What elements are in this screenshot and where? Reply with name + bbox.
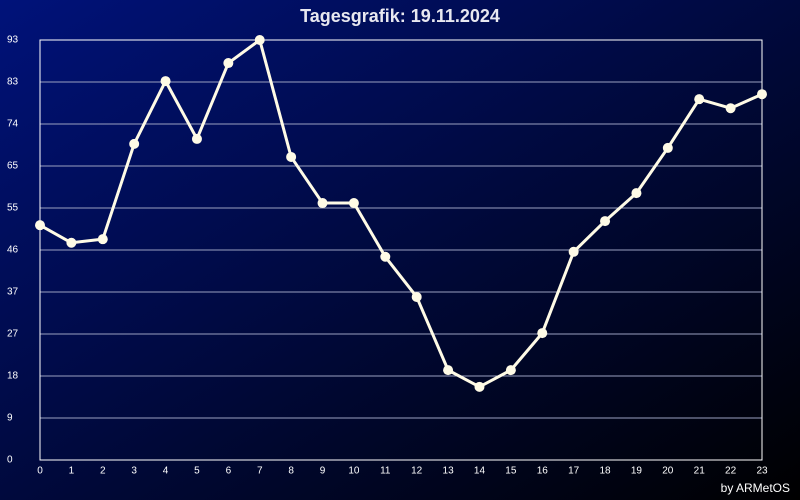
y-tick-label: 46: [7, 245, 19, 256]
point: [348, 198, 359, 209]
y-tick-label: 55: [7, 203, 19, 214]
x-tick-label: 20: [662, 466, 674, 477]
point: [537, 328, 548, 339]
point: [694, 94, 705, 105]
point: [380, 251, 391, 262]
point: [443, 365, 454, 376]
point: [66, 237, 77, 248]
x-tick-label: 5: [194, 466, 200, 477]
line: [39, 38, 763, 389]
y-tick-label: 65: [7, 161, 19, 172]
y-tick-label: 27: [7, 329, 19, 340]
y-tick-label: 0: [7, 455, 13, 466]
point: [223, 58, 234, 69]
y-tick-label: 83: [7, 77, 19, 88]
x-tick-label: 9: [320, 466, 326, 477]
point: [725, 103, 736, 114]
y-tick-label: 18: [7, 371, 19, 382]
x-tick-label: 2: [100, 466, 106, 477]
point: [600, 216, 611, 227]
y-tick-label: 74: [7, 119, 19, 130]
x-tick-label: 10: [348, 466, 360, 477]
point: [35, 220, 45, 231]
chart-title: Tagesgrafik: 19.11.2024: [300, 6, 500, 26]
x-tick-label: 14: [474, 466, 486, 477]
point: [757, 89, 767, 100]
point: [129, 138, 140, 149]
point: [160, 76, 171, 87]
point: [97, 234, 108, 245]
point: [662, 142, 673, 153]
point: [411, 291, 422, 302]
footer: by ARMetOS: [721, 481, 790, 495]
x-tick-label: 8: [288, 466, 294, 477]
x-tick-label: 15: [505, 466, 517, 477]
plot-border: [39, 39, 763, 461]
y-tick-label: 37: [7, 287, 19, 298]
point: [631, 188, 642, 199]
point: [568, 246, 579, 257]
y-tick-label: 9: [7, 413, 13, 424]
x-tick-label: 16: [537, 466, 549, 477]
x-tick-label: 0: [37, 466, 43, 477]
x-tick-label: 23: [756, 466, 768, 477]
x-tick-label: 18: [599, 466, 611, 477]
point: [254, 35, 265, 45]
x-tick-label: 13: [443, 466, 455, 477]
point: [317, 198, 328, 209]
x-tick-label: 22: [725, 466, 737, 477]
x-tick-label: 1: [69, 466, 75, 477]
y-tick-label: 93: [7, 35, 19, 46]
point: [191, 133, 202, 144]
x-tick-label: 19: [631, 466, 643, 477]
point: [286, 151, 297, 162]
x-tick-label: 4: [163, 466, 169, 477]
x-tick-label: 7: [257, 466, 263, 477]
x-tick-label: 12: [411, 466, 423, 477]
point: [474, 381, 485, 392]
point: [505, 365, 516, 376]
x-tick-label: 3: [131, 466, 137, 477]
x-tick-label: 21: [694, 466, 706, 477]
x-tick-label: 11: [380, 466, 391, 477]
x-tick-label: 17: [568, 466, 580, 477]
x-tick-label: 6: [226, 466, 232, 477]
